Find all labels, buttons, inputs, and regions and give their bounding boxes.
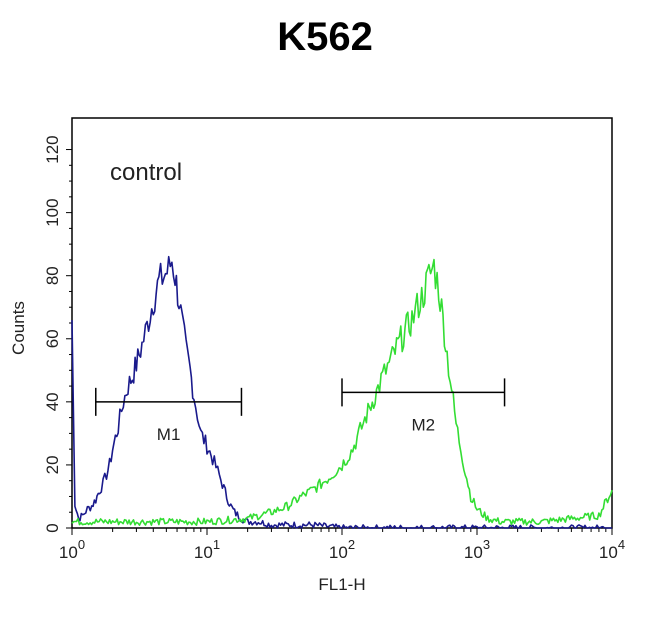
gate-m2-label: M2 [411,415,435,434]
y-axis-label: Counts [9,301,28,355]
x-tick-label: 102 [329,537,355,562]
gate-m1-label: M1 [157,425,181,444]
chart-title: K562 [277,15,373,59]
x-tick-label: 100 [59,537,85,562]
y-tick-label: 80 [43,266,62,285]
control-annotation: control [110,159,182,186]
y-tick-label: 40 [43,392,62,411]
x-tick-label: 103 [464,537,490,562]
y-axis-ticks: 0 20 40 60 80 100 120 [43,135,72,533]
series-sample-line [71,258,613,526]
y-tick-label: 60 [43,329,62,348]
x-axis-ticks: 100 101 102 103 104 [59,528,625,562]
y-tick-label: 20 [43,455,62,474]
y-tick-label: 120 [43,135,62,163]
x-tick-label: 104 [599,537,625,562]
y-tick-label: 0 [43,523,62,532]
y-tick-label: 100 [43,198,62,226]
x-tick-label: 101 [194,537,220,562]
series-layer [71,255,613,529]
series-control-line [71,255,612,529]
gate-layer: M1 M2 [95,378,506,444]
x-axis-label: FL1-H [318,575,365,594]
